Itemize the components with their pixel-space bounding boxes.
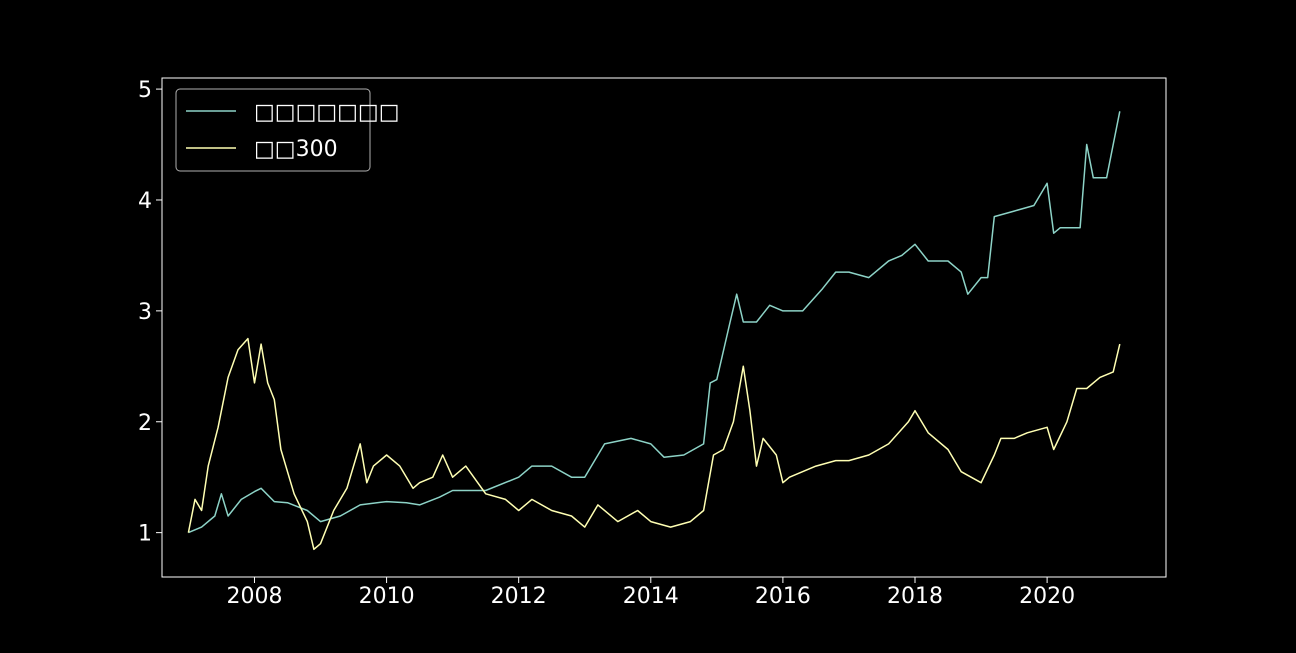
y-tick-label-5: 5	[138, 78, 152, 103]
y-tick-label-2: 2	[138, 411, 152, 436]
x-tick-label-2016: 2016	[755, 584, 811, 609]
axes-frame	[161, 77, 1167, 578]
plot-area: 2008 2010 2012 2014 2016 2018 2020 1 2 3 4 5 □□□□□□□…	[138, 77, 1167, 609]
legend: □□□□□□□ □□300	[175, 88, 400, 172]
x-tick-label-2008: 2008	[226, 584, 282, 609]
x-tick-label-2020: 2020	[1019, 584, 1075, 609]
y-tick-label-4: 4	[138, 189, 152, 214]
legend-label-2: □□300	[254, 137, 338, 162]
x-tick-label-2010: 2010	[359, 584, 415, 609]
x-tick-label-2018: 2018	[887, 584, 943, 609]
y-tick-label-1: 1	[138, 522, 152, 547]
series-line-2	[187, 337, 1121, 551]
series-line-1	[188, 111, 1121, 534]
legend-label-1: □□□□□□□	[254, 100, 400, 125]
x-tick-label-2012: 2012	[491, 584, 547, 609]
y-tick-label-3: 3	[138, 300, 152, 325]
x-tick-label-2014: 2014	[623, 584, 679, 609]
legend-box	[175, 88, 371, 172]
